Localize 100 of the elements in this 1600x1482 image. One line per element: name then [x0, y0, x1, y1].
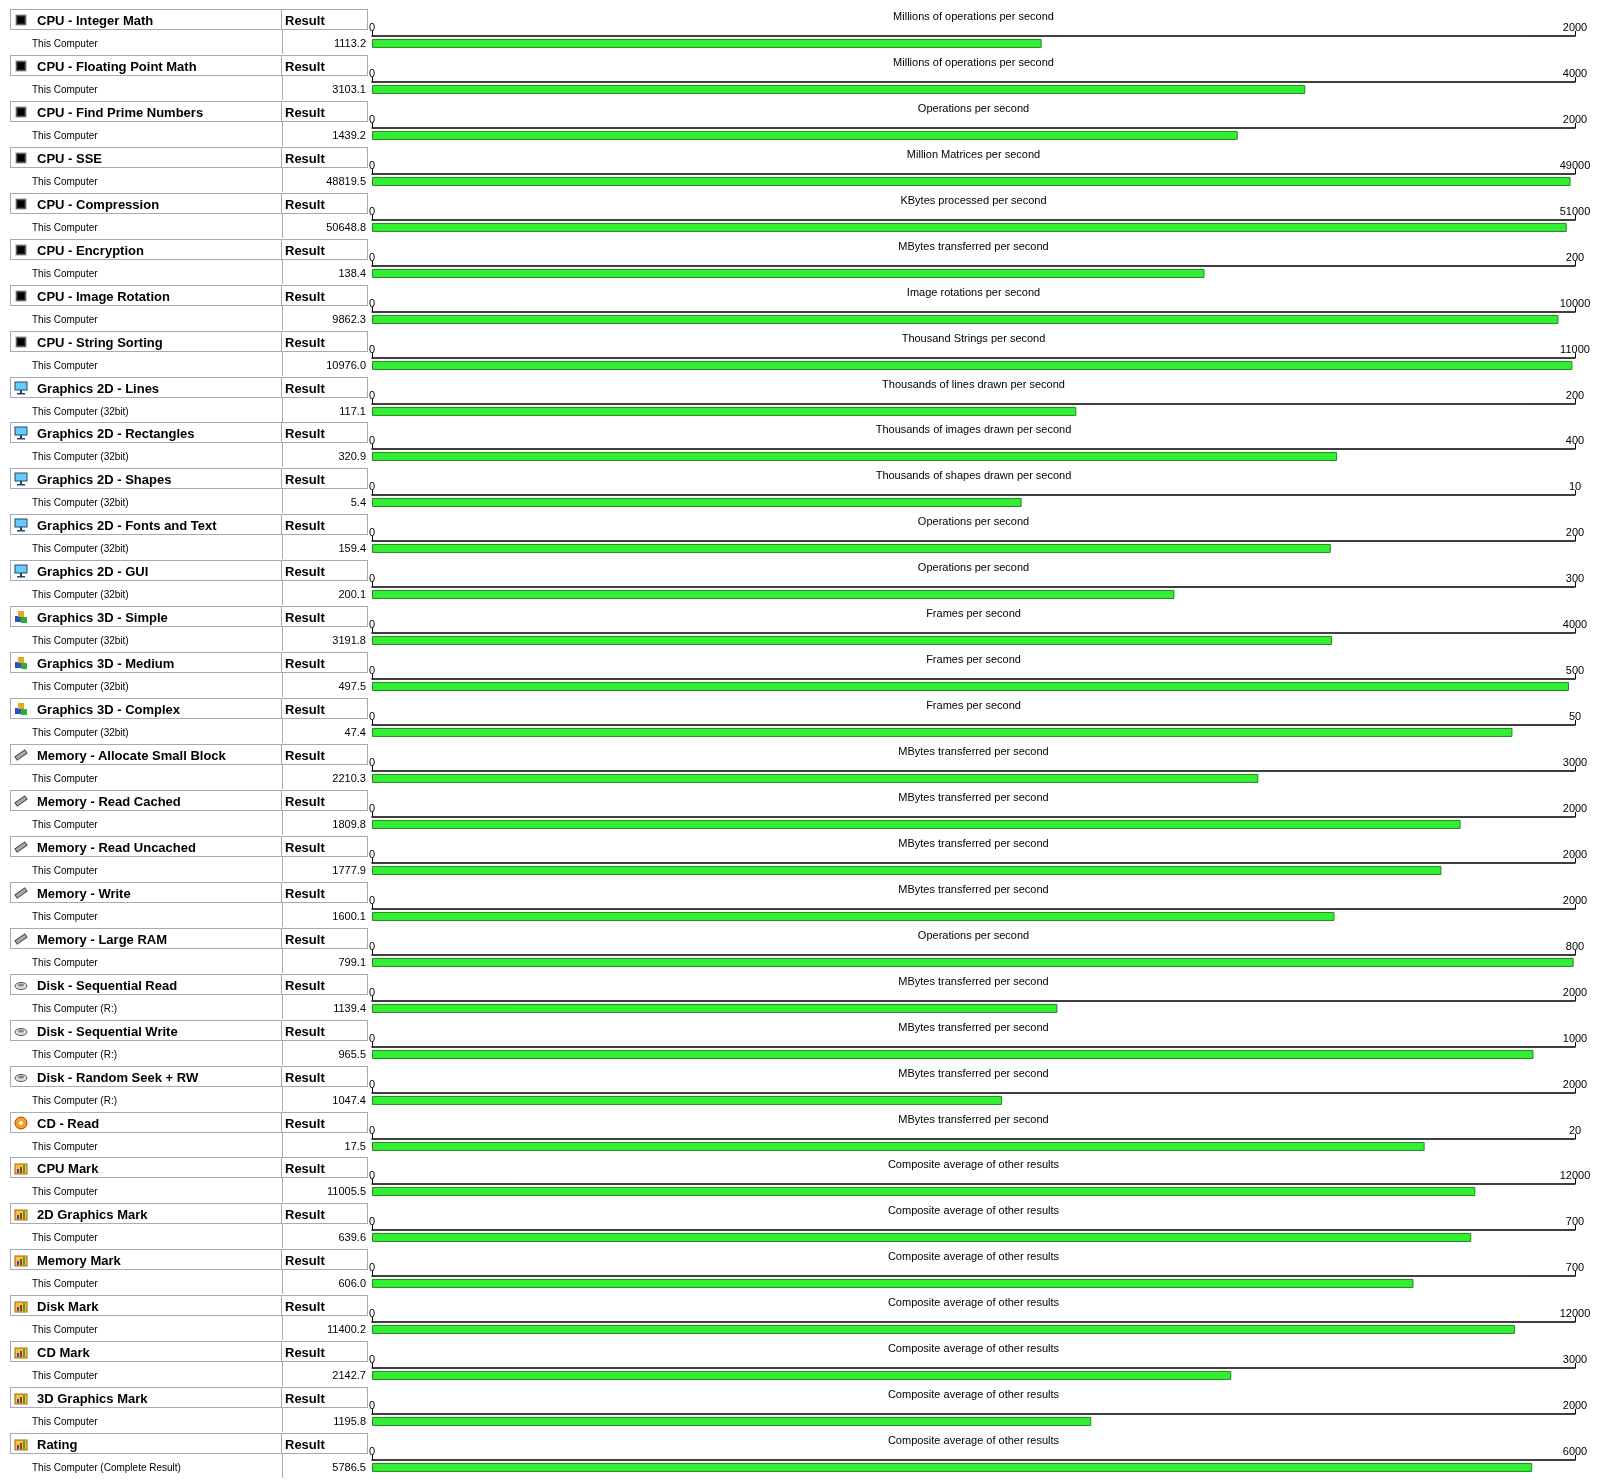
x2-tick-label: 0	[368, 1261, 376, 1274]
text: Result	[282, 652, 368, 674]
text: Result	[282, 284, 368, 306]
x2-axis-title: MBytes transferred per second	[898, 882, 1049, 895]
x2-tick-label: 2000	[1562, 113, 1588, 126]
x2-tick-label: 6000	[1562, 1445, 1588, 1458]
data-label: 2210.3	[332, 772, 366, 785]
data-label: 11400.2	[327, 1323, 366, 1336]
x2-tick-label: 0	[368, 297, 376, 310]
y-tick-label: This Computer	[32, 1278, 99, 1290]
data-label: 17.5	[344, 1139, 366, 1152]
x2-tick-label: 300	[1565, 572, 1585, 585]
x2-tick-label: 0	[368, 67, 376, 80]
x2-axis-title: Thousands of shapes drawn per second	[875, 468, 1072, 481]
text: Result	[282, 560, 368, 582]
text: Memory - Read Uncached	[10, 835, 282, 857]
y-tick-label: This Computer (32bit)	[32, 497, 129, 509]
text: Result	[282, 376, 368, 398]
data-label: 497.5	[338, 680, 366, 693]
x2-tick-label: 0	[368, 526, 376, 539]
data-label: 1439.2	[332, 129, 366, 142]
text: Result	[282, 744, 368, 765]
text: Result	[282, 927, 368, 949]
data-label: 1113.2	[333, 37, 366, 50]
x2-tick-label: 400	[1565, 434, 1585, 447]
x2-axis-title: MBytes transferred per second	[898, 974, 1049, 987]
text: Result	[282, 54, 368, 76]
text: CD Mark	[10, 1341, 282, 1363]
text: 3D Graphics Mark	[10, 1387, 282, 1409]
x2-tick-label: 0	[368, 894, 376, 907]
text: Result	[282, 835, 368, 857]
x2-axis-title: Composite average of other results	[887, 1387, 1060, 1400]
x2-axis-title: Operations per second	[917, 928, 1030, 941]
text: Result	[282, 146, 368, 168]
text: Result	[282, 238, 368, 260]
text: Graphics 2D - Lines	[10, 376, 282, 398]
x2-tick-label: 3000	[1562, 756, 1588, 769]
x2-tick-label: 0	[368, 1307, 376, 1320]
x2-tick-label: 0	[368, 618, 376, 631]
x2-tick-label: 0	[368, 1445, 376, 1458]
x2-tick-label: 2000	[1562, 802, 1588, 815]
text: Disk - Sequential Read	[10, 973, 282, 995]
data-label: 639.6	[338, 1231, 366, 1244]
text: 2D Graphics Mark	[10, 1203, 282, 1225]
y-tick-label: This Computer (R:)	[32, 1094, 118, 1106]
data-label: 320.9	[338, 450, 366, 463]
data-label: 1600.1	[332, 910, 366, 923]
x2-tick-label: 0	[368, 21, 376, 34]
x2-axis-title: Composite average of other results	[887, 1203, 1060, 1216]
text: CPU Mark	[10, 1157, 282, 1179]
x2-tick-label: 2000	[1562, 894, 1588, 907]
x2-tick-label: 11000	[1560, 342, 1590, 355]
x2-tick-label: 0	[368, 113, 376, 126]
text: Result	[282, 422, 368, 444]
x2-axis-title: Image rotations per second	[906, 285, 1041, 298]
data-label: 200.1	[338, 588, 366, 601]
x2-tick-label: 700	[1565, 1261, 1585, 1274]
y-tick-label: This Computer	[32, 221, 99, 233]
text: Memory - Allocate Small Block	[10, 744, 282, 765]
text: Result	[282, 881, 368, 903]
text: Result	[282, 1249, 368, 1271]
x2-tick-label: 0	[368, 1215, 376, 1228]
y-tick-label: This Computer	[32, 1186, 99, 1198]
y-tick-label: This Computer	[32, 956, 99, 968]
text: Result	[282, 1203, 368, 1225]
x2-axis-title: Thousand Strings per second	[901, 331, 1046, 344]
y-tick-label: This Computer (32bit)	[32, 681, 129, 693]
text: Result	[282, 9, 368, 30]
x2-tick-label: 0	[368, 342, 376, 355]
x2-axis-title: Thousands of images drawn per second	[875, 422, 1072, 435]
x2-axis-title: Composite average of other results	[887, 1157, 1060, 1170]
x2-tick-label: 0	[368, 664, 376, 677]
x2-tick-label: 800	[1565, 940, 1585, 953]
y-tick-label: This Computer	[32, 1370, 99, 1382]
data-label: 3191.8	[332, 634, 366, 647]
y-tick-label: This Computer	[32, 129, 99, 141]
data-label: 11005.5	[327, 1185, 366, 1198]
text: Result	[282, 468, 368, 490]
text: Memory - Write	[10, 881, 282, 903]
text: Graphics 2D - Shapes	[10, 468, 282, 490]
x2-tick-label: 20	[1568, 1123, 1582, 1136]
y-tick-label: This Computer (32bit)	[32, 405, 129, 417]
text: Result	[282, 1157, 368, 1179]
text: Result	[282, 192, 368, 214]
text: Memory Mark	[10, 1249, 282, 1271]
y-tick-label: This Computer	[32, 1232, 99, 1244]
y-tick-label: This Computer (32bit)	[32, 635, 129, 647]
x2-tick-label: 0	[368, 159, 376, 172]
x2-axis-title: Composite average of other results	[887, 1295, 1060, 1308]
data-label: 3103.1	[332, 83, 366, 96]
y-tick-label: This Computer (32bit)	[32, 451, 129, 463]
y-tick-label: This Computer	[32, 1140, 99, 1152]
text: Graphics 2D - GUI	[10, 560, 282, 582]
text: Memory - Large RAM	[10, 927, 282, 949]
data-label: 9862.3	[332, 313, 366, 326]
x2-tick-label: 10000	[1559, 297, 1591, 310]
text: Graphics 3D - Simple	[10, 606, 282, 628]
text: Result	[282, 1387, 368, 1409]
data-label: 117.1	[339, 404, 366, 417]
data-label: 47.4	[344, 726, 366, 739]
